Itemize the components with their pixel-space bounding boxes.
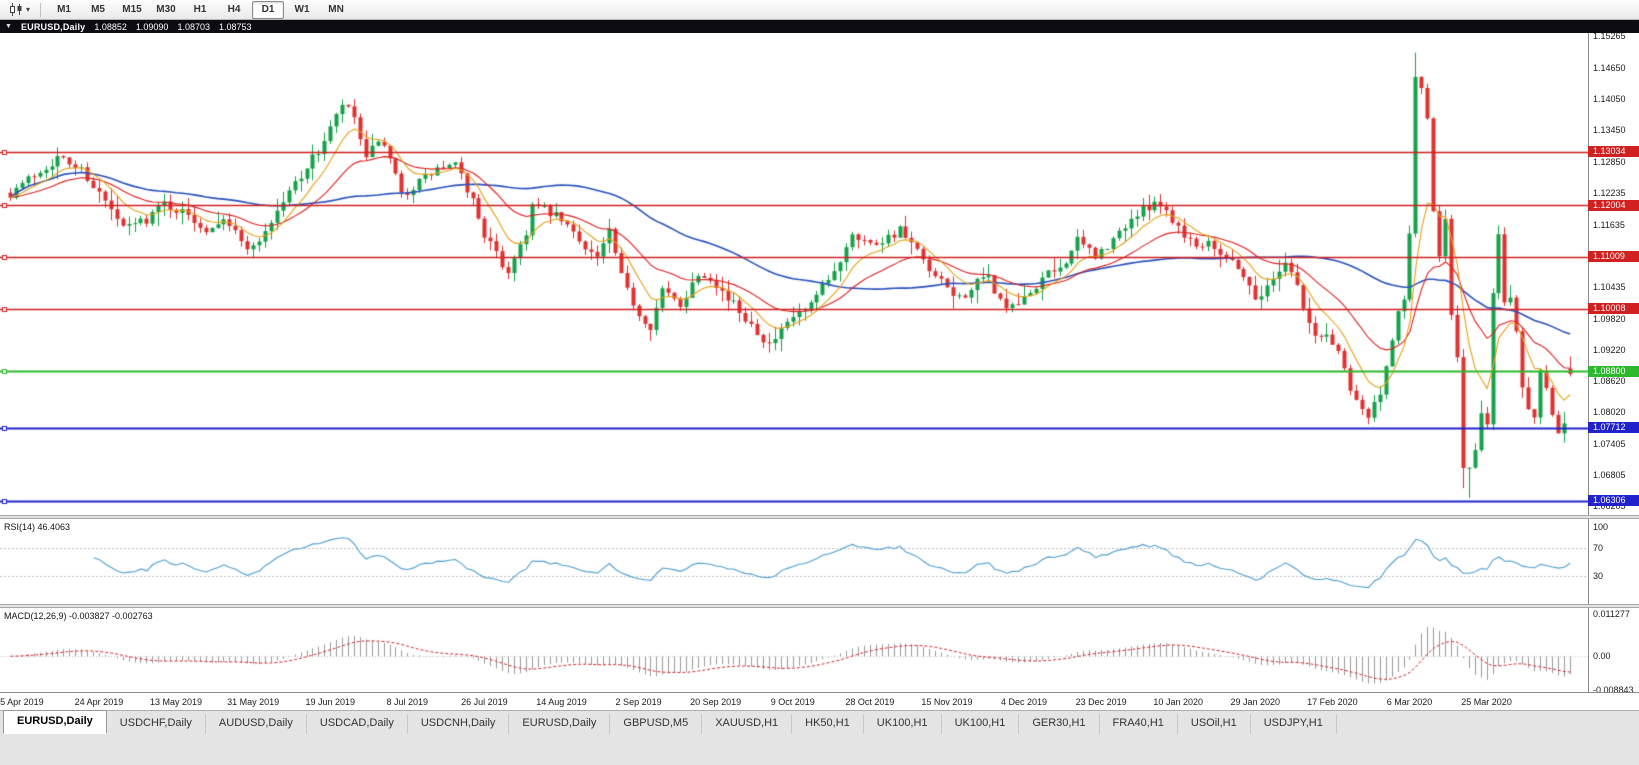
price-tick: 1.08620 (1593, 375, 1626, 386)
price-tick: 1.13450 (1593, 125, 1626, 136)
date-tick: 26 Jul 2019 (461, 697, 508, 707)
date-tick: 29 Jan 2020 (1230, 697, 1281, 707)
rsi-axis-label: 100 (1593, 522, 1609, 533)
date-tick: 8 Jul 2019 (386, 697, 429, 707)
price-tick: 1.09220 (1593, 344, 1626, 355)
macd-axis-label: -0.008843 (1593, 684, 1634, 695)
price-tick: 1.10435 (1593, 281, 1626, 292)
chart-tab-uk100-h1[interactable]: UK100,H1 (864, 714, 942, 734)
timeframe-h1[interactable]: H1 (193, 3, 207, 15)
chart-tab-hk50-h1[interactable]: HK50,H1 (792, 714, 864, 734)
chart-tab-usdcnh-daily[interactable]: USDCNH,Daily (408, 714, 510, 734)
date-tick: 9 Oct 2019 (770, 697, 815, 707)
chart-type-button[interactable]: ▾ (5, 1, 34, 19)
price-tick: 1.12235 (1593, 188, 1626, 199)
price-level-label: 1.08800 (1588, 365, 1639, 377)
chart-tab-usdcad-daily[interactable]: USDCAD,Daily (307, 714, 408, 734)
macd-canvas[interactable] (0, 608, 1588, 692)
macd-axis-label: 0.011277 (1593, 608, 1630, 619)
price-tick: 1.14650 (1593, 63, 1626, 74)
timeframe-m30[interactable]: M30 (156, 3, 176, 15)
price-tick: 1.15265 (1593, 31, 1626, 42)
status-bar (0, 734, 1639, 765)
date-tick: 14 Aug 2019 (536, 697, 587, 707)
chart-tab-bar: EURUSD,Daily USDCHF,Daily AUDUSD,Daily USDC… (0, 710, 1639, 734)
ohlc-open: 1.08852 (94, 21, 127, 32)
date-tick: 28 Oct 2019 (845, 697, 895, 707)
chart-tab-gbpusd-m5[interactable]: GBPUSD,M5 (610, 714, 703, 734)
price-tick: 1.11635 (1593, 219, 1625, 230)
chart-tab-fra40-h1[interactable]: FRA40,H1 (1100, 714, 1178, 734)
ohlc-low: 1.08703 (177, 21, 210, 32)
date-tick: 31 May 2019 (227, 697, 280, 707)
date-tick: 10 Jan 2020 (1153, 697, 1203, 707)
chart-tab-uk100-h1[interactable]: UK100,H1 (942, 714, 1020, 734)
chart-tab-ger30-h1[interactable]: GER30,H1 (1019, 714, 1100, 734)
time-axis[interactable]: 5 Apr 2019 24 Apr 2019 13 May 2019 31 May 2… (0, 692, 1639, 710)
pane-splitter-macd[interactable] (0, 604, 1639, 608)
date-tick: 2 Sep 2019 (615, 697, 662, 707)
chart-window: ▼ EURUSD,Daily 1.08852 1.09090 1.08703 1… (0, 20, 1639, 710)
price-tick: 1.12850 (1593, 156, 1626, 167)
macd-label: MACD(12,26,9) -0.003827 -0.002763 (4, 611, 153, 621)
date-tick: 5 Apr 2019 (0, 697, 44, 707)
chart-title-bar: ▼ EURUSD,Daily 1.08852 1.09090 1.08703 1… (0, 20, 1639, 33)
price-tick: 1.06805 (1593, 469, 1626, 480)
price-level-label: 1.07712 (1588, 422, 1639, 434)
date-tick: 13 May 2019 (150, 697, 203, 707)
chart-tab-usdchf-daily[interactable]: USDCHF,Daily (107, 714, 206, 734)
price-level-label: 1.10008 (1588, 303, 1639, 315)
chevron-down-icon: ▾ (26, 4, 31, 14)
timeframe-h4[interactable]: H4 (227, 3, 241, 15)
price-axis[interactable] (1588, 33, 1639, 692)
rsi-axis-label: 30 (1593, 571, 1604, 582)
date-tick: 15 Nov 2019 (921, 697, 973, 707)
timeframe-group: M1 M5 M15 M30 H1 H4 D1 W1 MN (47, 0, 353, 19)
collapse-icon[interactable]: ▼ (5, 23, 12, 30)
price-tick: 1.14050 (1593, 94, 1626, 105)
date-tick: 25 Mar 2020 (1461, 697, 1512, 707)
date-tick: 20 Sep 2019 (690, 697, 742, 707)
top-toolbar: ▾ M1 M5 M15 M30 H1 H4 D1 W1 MN (0, 0, 1639, 20)
date-tick: 19 Jun 2019 (305, 697, 355, 707)
date-tick: 17 Feb 2020 (1307, 697, 1358, 707)
price-level-label: 1.11009 (1588, 251, 1639, 263)
macd-axis-label: 0.00 (1593, 651, 1611, 662)
ohlc-close: 1.08753 (219, 21, 252, 32)
rsi-label: RSI(14) 46.4063 (4, 522, 71, 532)
price-level-label: 1.13034 (1588, 146, 1639, 158)
price-tick: 1.07405 (1593, 438, 1626, 449)
ohlc-high: 1.09090 (135, 21, 169, 32)
timeframe-d1[interactable]: D1 (252, 0, 285, 19)
chart-tab-audusd-daily[interactable]: AUDUSD,Daily (206, 714, 307, 734)
date-tick: 24 Apr 2019 (74, 697, 124, 707)
chart-tab-usoil-h1[interactable]: USOil,H1 (1178, 714, 1251, 734)
date-tick: 4 Dec 2019 (1000, 697, 1048, 707)
chart-tab-xauusd-h1[interactable]: XAUUSD,H1 (702, 714, 793, 734)
chart-symbol: EURUSD,Daily (20, 21, 86, 32)
chart-tab-eurusd-daily[interactable]: EURUSD,Daily (3, 710, 107, 734)
pane-splitter-rsi[interactable] (0, 515, 1639, 519)
chart-tab-eurusd-daily[interactable]: EURUSD,Daily (509, 714, 611, 734)
price-chart-canvas[interactable] (0, 33, 1588, 515)
timeframe-m1[interactable]: M1 (57, 3, 71, 15)
timeframe-mn[interactable]: MN (328, 3, 344, 15)
timeframe-m15[interactable]: M15 (122, 3, 142, 15)
timeframe-m5[interactable]: M5 (91, 3, 105, 15)
rsi-axis-label: 70 (1593, 543, 1604, 554)
toolbar-separator (40, 2, 42, 17)
timeframe-w1[interactable]: W1 (294, 3, 310, 15)
date-tick: 6 Mar 2020 (1386, 697, 1433, 707)
rsi-canvas[interactable] (0, 519, 1588, 604)
price-level-label: 1.12004 (1588, 199, 1639, 211)
candlestick-chart-icon (10, 3, 22, 16)
chart-tab-usdjpy-h1[interactable]: USDJPY,H1 (1251, 714, 1337, 734)
price-tick: 1.08020 (1593, 406, 1626, 417)
date-tick: 23 Dec 2019 (1075, 697, 1127, 707)
price-tick: 1.09820 (1593, 313, 1626, 324)
price-level-label: 1.06306 (1588, 495, 1639, 507)
